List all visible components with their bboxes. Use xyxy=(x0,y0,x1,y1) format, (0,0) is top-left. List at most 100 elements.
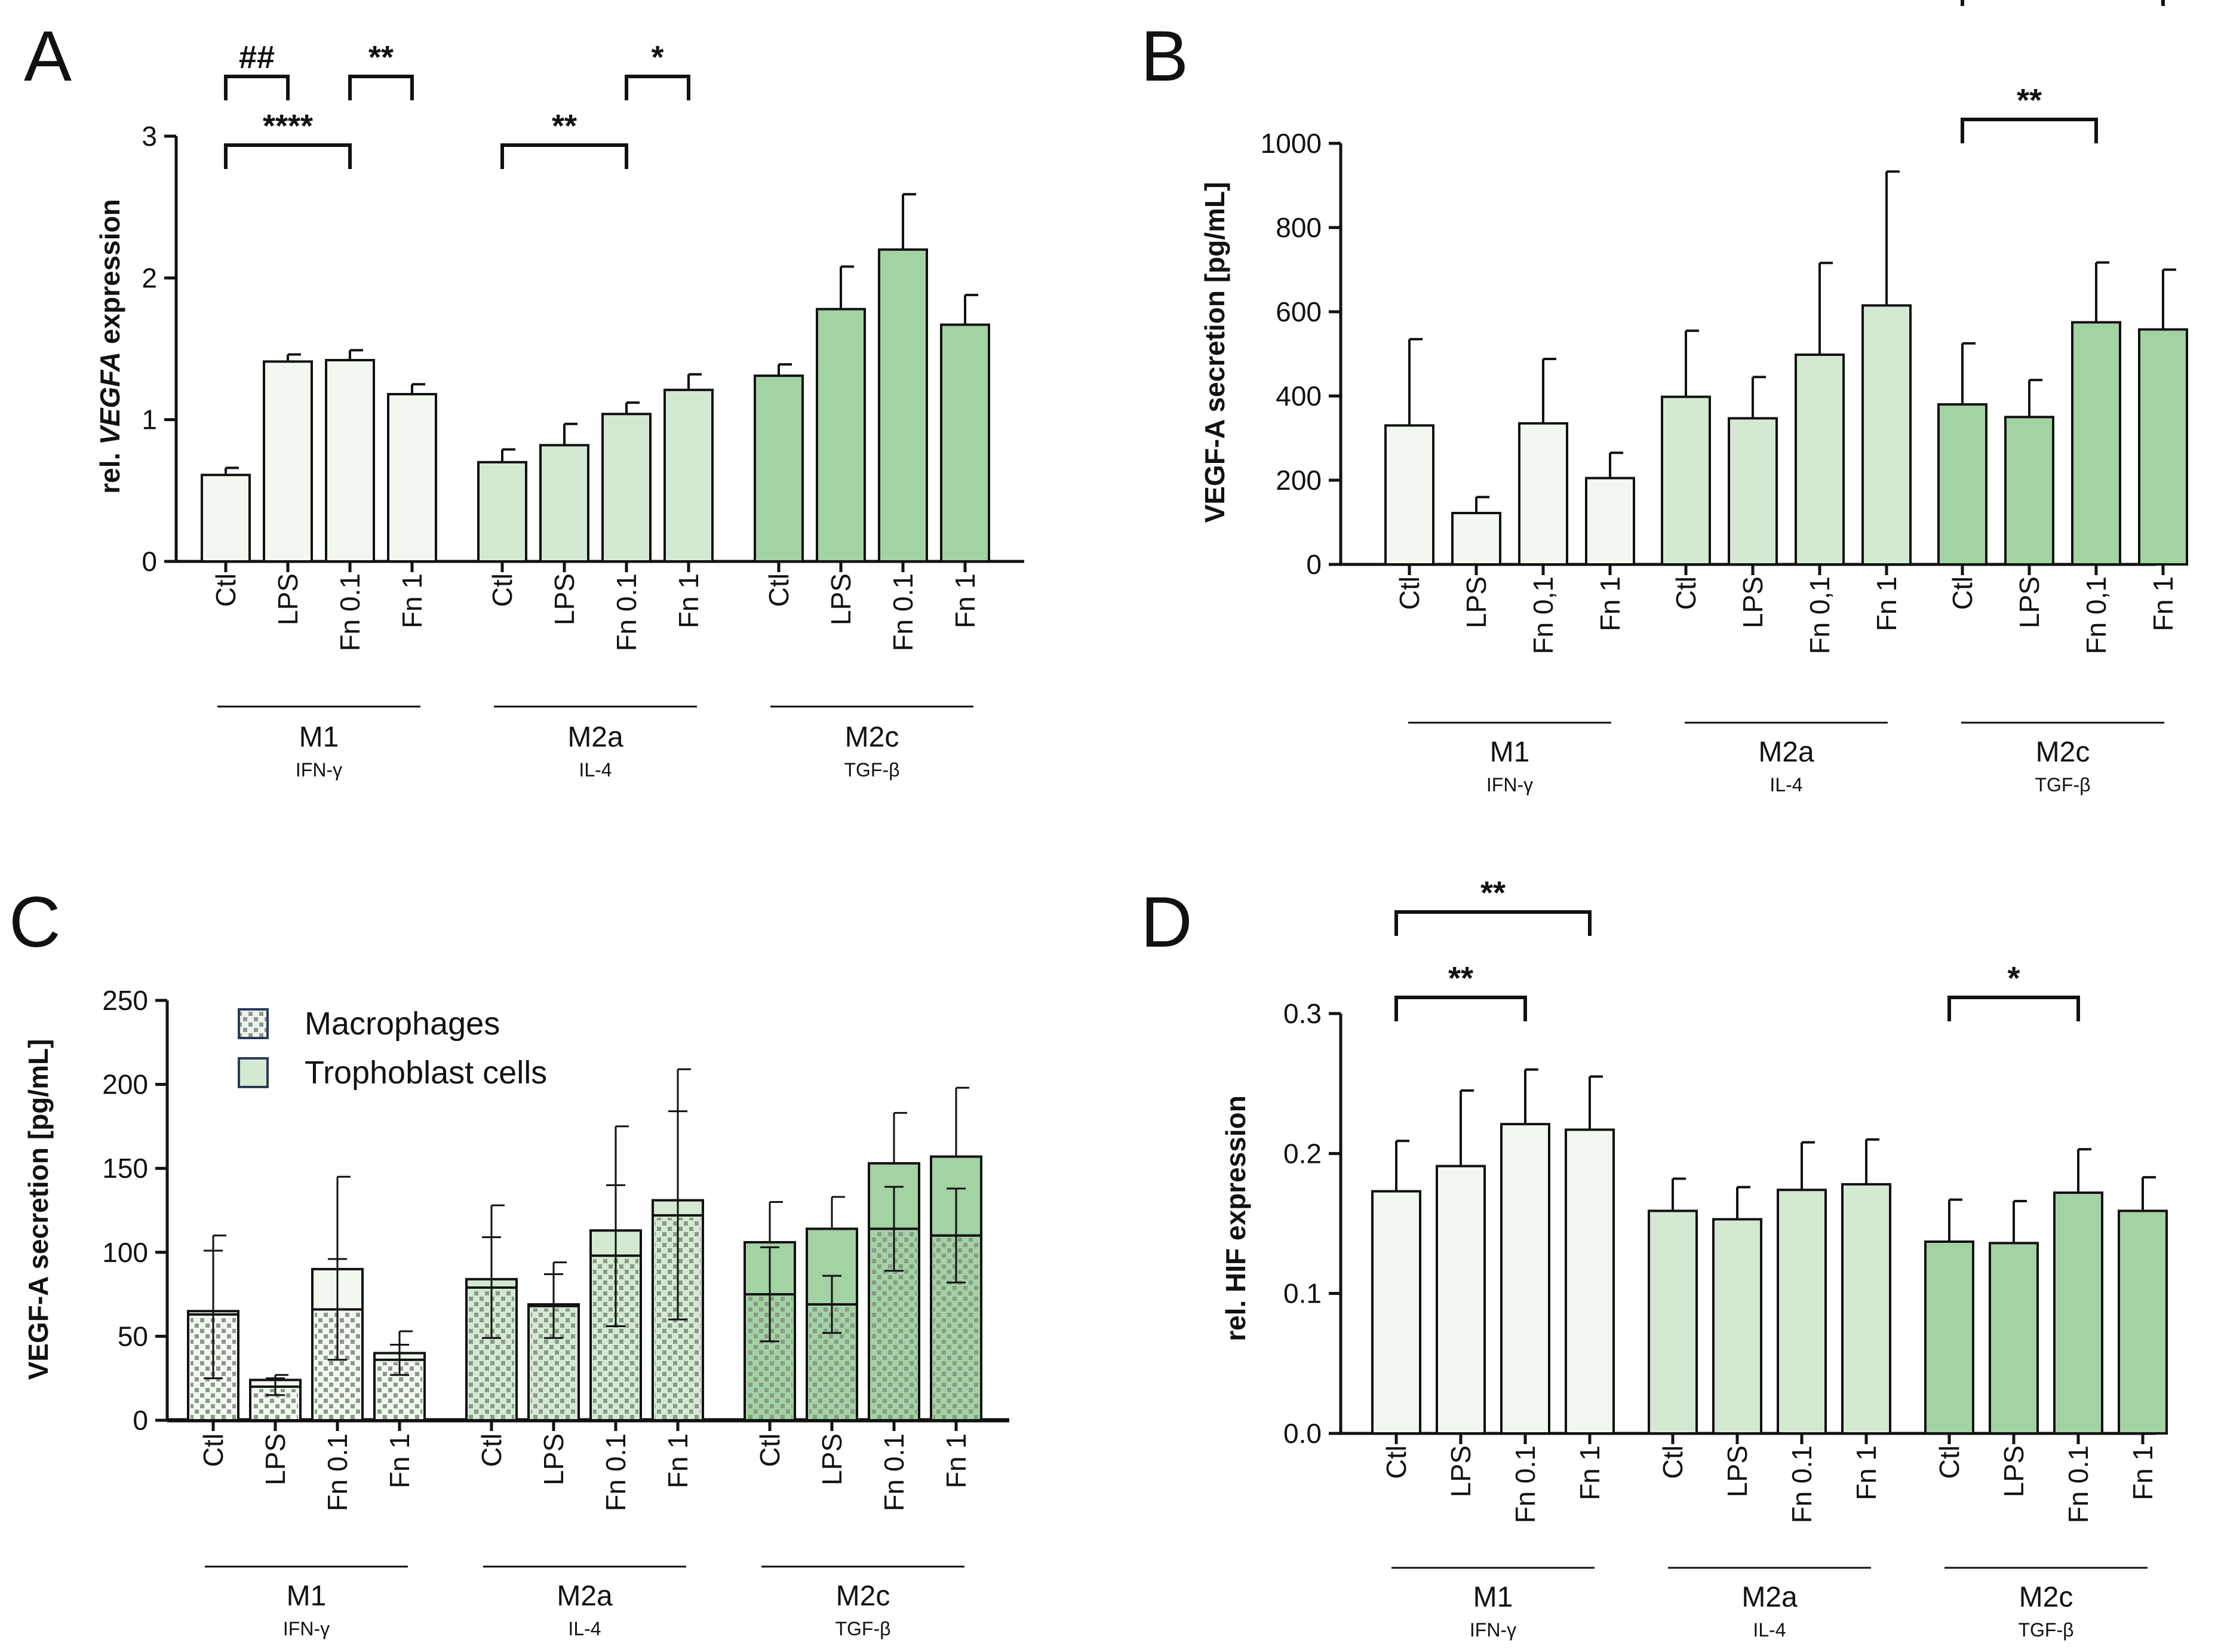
group-label: M1 xyxy=(1473,1582,1513,1613)
x-tick-label: Fn 1 xyxy=(941,1433,972,1488)
panel-c-ylabel: VEGF-A secretion [pg/mL] xyxy=(23,1039,54,1380)
panel-b: B VEGF-A secretion [pg/mL] 0 200 400 600 800… xyxy=(1141,0,2188,796)
x-tick-label: Ctl xyxy=(198,1433,229,1467)
bar xyxy=(663,388,714,563)
x-tick-label: Ctl xyxy=(1657,1445,1688,1479)
bar xyxy=(2071,321,2121,566)
bar xyxy=(2053,1191,2103,1435)
bar xyxy=(263,360,313,563)
significance-bracket xyxy=(625,75,690,100)
group-sublabel: IL-4 xyxy=(1770,774,1802,796)
x-tick-label: Fn 0.1 xyxy=(878,1433,910,1511)
significance-label: * xyxy=(2007,960,2020,996)
x-tick-label: Fn 1 xyxy=(950,573,981,628)
group-sublabel: IFN-γ xyxy=(283,1618,330,1639)
group-label: M2a xyxy=(557,1580,613,1612)
x-tick-label: Fn 0.1 xyxy=(1510,1445,1541,1523)
group-label: M2a xyxy=(567,721,623,753)
group-sublabel: TGF-β xyxy=(835,1618,890,1639)
bar xyxy=(1861,304,1912,566)
x-tick-label: LPS xyxy=(1737,576,1768,628)
group-sublabel: IFN-γ xyxy=(1486,774,1533,796)
bar xyxy=(1712,1218,1762,1435)
panel-a-label: A xyxy=(24,16,72,96)
x-tick-label: Fn 1 xyxy=(1574,1445,1605,1500)
bar xyxy=(601,413,652,563)
panel-c: C VEGF-A secretion [pg/mL] 0 50 100 150 200 2… xyxy=(9,882,1009,1639)
significance-label: ** xyxy=(1480,875,1506,911)
bar xyxy=(1384,424,1434,566)
significance-label: * xyxy=(651,39,663,75)
significance-bracket xyxy=(1961,0,2165,6)
bar xyxy=(1937,403,1987,566)
significance-label: ** xyxy=(552,108,577,144)
significance-label: ** xyxy=(1448,960,1473,996)
bar xyxy=(539,444,589,563)
x-tick-label: Ctl xyxy=(487,573,518,607)
x-tick-label: LPS xyxy=(1461,576,1492,628)
panel-a-plot: 0 1 2 3 Ctl LPS Fn 0.1 Fn 1 M1 IFN-γ Ctl LPS Fn 0.1 F… xyxy=(142,39,1024,781)
group-label: M1 xyxy=(287,1580,327,1612)
significance-bracket xyxy=(348,75,414,100)
x-tick-label: Ctl xyxy=(1934,1445,1965,1479)
panel-a: A rel. VEGFA expression 0 1 2 3 Ctl LPS Fn 0.1… xyxy=(24,16,1024,781)
x-tick-label: Ctl xyxy=(754,1433,785,1467)
significance-bracket xyxy=(1961,118,2098,143)
bar xyxy=(1777,1189,1827,1435)
legend-label: Trophoblast cells xyxy=(305,1055,547,1091)
group-label: M2c xyxy=(845,721,899,753)
group-sublabel: TGF-β xyxy=(2035,774,2090,796)
x-tick-label: Fn 0.1 xyxy=(2063,1445,2094,1523)
panel-c-plot: 0 50 100 150 200 250 Ctl LPS Fn 0.1 Fn 1 M1 IFN-γ Ct… xyxy=(102,985,1009,1639)
group-label: M2a xyxy=(1741,1582,1798,1613)
x-tick-label: Fn 1 xyxy=(662,1433,693,1488)
group-sublabel: IFN-γ xyxy=(296,759,342,781)
x-tick-label: Fn 1 xyxy=(1871,576,1902,631)
bar xyxy=(1451,511,1501,566)
y-tick-label: 200 xyxy=(1276,465,1322,496)
panel-b-plot: 0 200 400 600 800 1000 Ctl LPS Fn 0,1 Fn 1 M1 IFN-γ… xyxy=(1261,0,2188,796)
group-sublabel: IFN-γ xyxy=(1470,1619,1516,1641)
y-tick-label: 0.2 xyxy=(1283,1138,1322,1169)
x-tick-label: Fn 1 xyxy=(1595,576,1626,631)
x-tick-label: Fn 0.1 xyxy=(1786,1445,1817,1523)
group-sublabel: IL-4 xyxy=(1753,1619,1786,1641)
x-tick-label: LPS xyxy=(272,573,303,625)
bar xyxy=(1436,1165,1486,1435)
x-tick-label: LPS xyxy=(1445,1445,1476,1497)
x-tick-label: Fn 0.1 xyxy=(600,1433,631,1511)
panel-d-label: D xyxy=(1141,882,1193,962)
x-tick-label: Fn 1 xyxy=(397,573,428,628)
x-tick-label: Ctl xyxy=(1947,576,1978,610)
significance-bracket xyxy=(1947,996,2080,1021)
bar xyxy=(1371,1190,1421,1435)
x-tick-label: LPS xyxy=(816,1433,847,1485)
bar xyxy=(878,248,928,563)
significance-label: ## xyxy=(239,39,275,75)
bar xyxy=(1728,417,1778,566)
x-tick-label: LPS xyxy=(538,1433,569,1485)
bar xyxy=(754,374,804,563)
panel-a-ylabel: rel. VEGFA expression xyxy=(94,199,125,493)
group-label: M2c xyxy=(836,1580,890,1612)
significance-label: ** xyxy=(2017,82,2042,118)
panel-b-ylabel: VEGF-A secretion [pg/mL] xyxy=(1199,182,1230,523)
x-tick-label: LPS xyxy=(825,573,856,625)
x-tick-label: LPS xyxy=(2014,576,2045,628)
y-tick-label: 0 xyxy=(142,546,157,577)
group-label: M1 xyxy=(1490,736,1530,768)
legend-label: Macrophages xyxy=(305,1006,500,1042)
legend-swatch xyxy=(238,1008,269,1039)
y-tick-label: 0 xyxy=(1306,549,1322,580)
significance-bracket xyxy=(224,143,352,169)
x-tick-label: Fn 1 xyxy=(1851,1445,1882,1500)
bar xyxy=(2004,416,2054,566)
x-tick-label: LPS xyxy=(1998,1445,2029,1497)
bar xyxy=(2118,1209,2168,1435)
x-tick-label: Ctl xyxy=(1670,576,1701,610)
bar xyxy=(1795,353,1845,566)
bar xyxy=(2138,328,2188,566)
x-tick-label: Fn 0.1 xyxy=(334,573,365,651)
group-label: M2a xyxy=(1758,736,1814,768)
